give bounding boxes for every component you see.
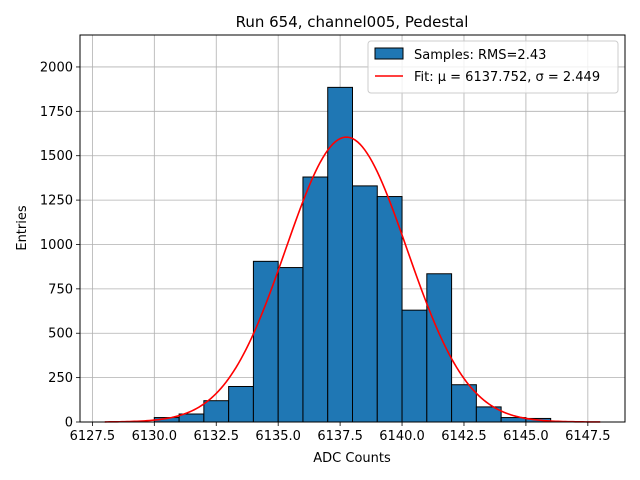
histogram-bar bbox=[376, 196, 403, 423]
y-tick-label: 1500 bbox=[40, 149, 73, 164]
histogram-bar bbox=[252, 260, 279, 423]
fit-curve-group bbox=[104, 136, 601, 423]
x-tick-label: 6135.0 bbox=[255, 429, 301, 444]
x-tick-label: 6142.5 bbox=[441, 429, 487, 444]
gaussian-fit-curve bbox=[104, 136, 601, 423]
y-axis-label: Entries bbox=[15, 205, 30, 251]
y-tick-label: 0 bbox=[65, 416, 73, 431]
histogram-bar bbox=[228, 385, 254, 423]
x-tick-label: 6137.5 bbox=[317, 429, 363, 444]
legend-box bbox=[367, 40, 619, 94]
y-tick-label: 500 bbox=[48, 327, 73, 342]
histogram-bar bbox=[203, 400, 230, 423]
axis-ticks: 6127.5 6130.0 6132.5 6135.0 6137.5 6140.0 6142… bbox=[40, 60, 611, 444]
histogram-bars bbox=[153, 86, 552, 423]
histogram-bar bbox=[451, 384, 477, 423]
y-tick-label: 1000 bbox=[40, 238, 73, 253]
x-tick-label: 6130.0 bbox=[132, 429, 178, 444]
histogram-bar bbox=[327, 86, 353, 423]
y-tick-label: 750 bbox=[48, 282, 73, 297]
y-tick-label: 1750 bbox=[40, 105, 73, 120]
x-tick-label: 6127.5 bbox=[70, 429, 116, 444]
legend-label-samples: Samples: RMS=2.43 bbox=[414, 48, 546, 63]
histogram-bar bbox=[302, 176, 329, 423]
x-tick-label: 6132.5 bbox=[194, 429, 240, 444]
legend-label-fit: Fit: μ = 6137.752, σ = 2.449 bbox=[414, 70, 600, 85]
x-tick-label: 6145.0 bbox=[503, 429, 549, 444]
histogram-bar bbox=[352, 185, 378, 423]
histogram-bar bbox=[426, 273, 453, 423]
chart-title: Run 654, channel005, Pedestal bbox=[236, 13, 469, 31]
histogram-bar bbox=[277, 267, 304, 423]
x-axis-label: ADC Counts bbox=[313, 451, 391, 466]
y-tick-label: 1250 bbox=[40, 194, 73, 209]
x-tick-label: 6140.0 bbox=[379, 429, 425, 444]
plot-frame bbox=[79, 34, 626, 423]
legend-bar-swatch bbox=[374, 47, 404, 60]
x-tick-label: 6147.5 bbox=[565, 429, 611, 444]
y-tick-label: 250 bbox=[48, 371, 73, 386]
legend: Samples: RMS=2.43 Fit: μ = 6137.752, σ =… bbox=[367, 40, 619, 94]
y-tick-label: 2000 bbox=[40, 60, 73, 75]
histogram-bar bbox=[401, 309, 428, 423]
